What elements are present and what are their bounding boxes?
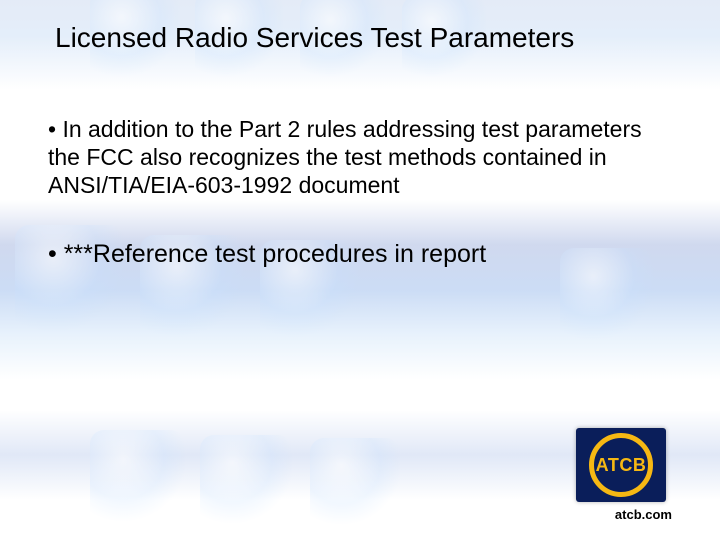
logo-box: ATCB — [576, 428, 666, 502]
bg-square — [90, 430, 185, 525]
logo: ATCB — [576, 428, 666, 502]
logo-ring-icon: ATCB — [589, 433, 653, 497]
logo-text: ATCB — [596, 455, 647, 476]
bullet-1: • In addition to the Part 2 rules addres… — [48, 115, 660, 199]
bg-square — [200, 435, 292, 527]
bg-square — [310, 438, 400, 528]
slide-title: Licensed Radio Services Test Parameters — [55, 22, 680, 54]
footer-url: atcb.com — [615, 507, 672, 522]
slide-body: • In addition to the Part 2 rules addres… — [48, 115, 660, 270]
slide: Licensed Radio Services Test Parameters … — [0, 0, 720, 540]
bullet-2: • ***Reference test procedures in report — [48, 239, 660, 270]
